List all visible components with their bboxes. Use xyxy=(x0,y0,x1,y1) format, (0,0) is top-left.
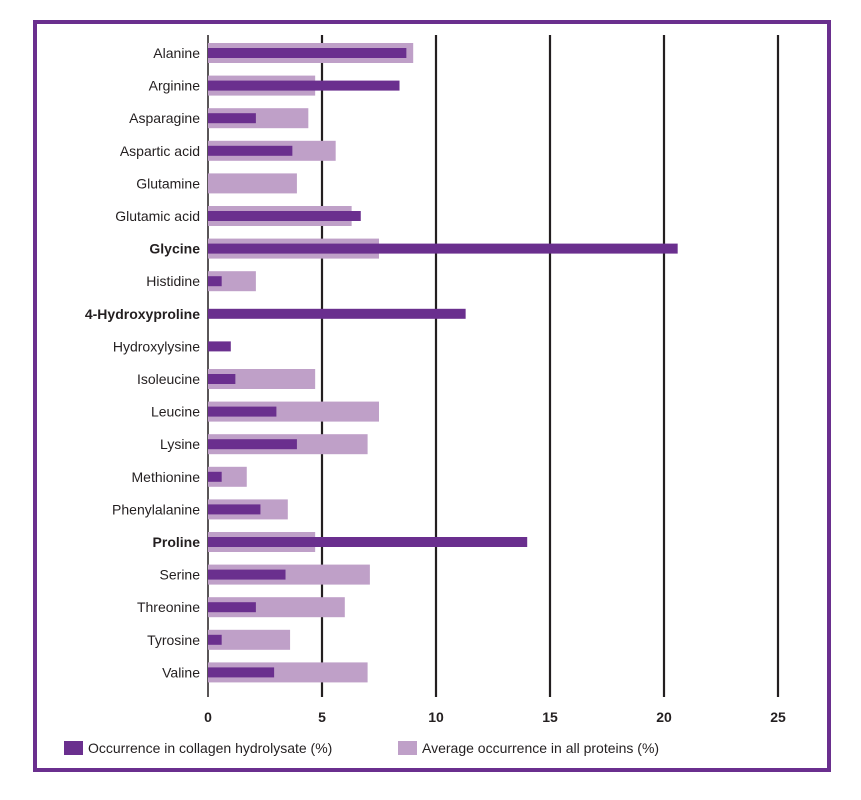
category-label-19: Valine xyxy=(162,664,200,680)
bar-collagen-17 xyxy=(208,602,256,613)
bar-collagen-18 xyxy=(208,634,222,645)
bar-collagen-14 xyxy=(208,504,261,515)
legend-label-1: Average occurrence in all proteins (%) xyxy=(422,740,659,756)
bar-collagen-8 xyxy=(208,308,466,319)
category-label-12: Lysine xyxy=(160,436,200,452)
bar-collagen-5 xyxy=(208,211,361,221)
x-tick-label-0: 0 xyxy=(204,709,212,725)
category-label-2: Asparagine xyxy=(129,110,200,126)
x-tick-label-5: 5 xyxy=(318,709,326,725)
bar-average-18 xyxy=(208,629,291,650)
category-label-10: Isoleucine xyxy=(137,371,200,387)
bar-average-4 xyxy=(208,173,297,194)
category-label-0: Alanine xyxy=(153,45,200,61)
legend-swatch-0 xyxy=(64,741,83,755)
category-label-5: Glutamic acid xyxy=(115,208,200,224)
bar-collagen-0 xyxy=(208,48,407,58)
x-tick-label-10: 10 xyxy=(428,709,444,725)
category-label-17: Threonine xyxy=(137,599,200,615)
category-label-13: Methionine xyxy=(132,469,201,485)
category-label-1: Arginine xyxy=(149,78,201,94)
legend: Occurrence in collagen hydrolysate (%) Av… xyxy=(64,740,659,756)
category-label-7: Histidine xyxy=(146,273,200,289)
bar-collagen-19 xyxy=(208,667,275,678)
chart-frame xyxy=(33,20,831,772)
x-tick-label-20: 20 xyxy=(656,709,672,725)
bar-collagen-7 xyxy=(208,276,222,287)
bar-collagen-9 xyxy=(208,341,231,352)
bars xyxy=(208,43,678,683)
category-label-4: Glutamine xyxy=(136,175,200,191)
bar-collagen-13 xyxy=(208,471,222,482)
category-label-3: Aspartic acid xyxy=(120,143,200,159)
legend-swatch-1 xyxy=(398,741,417,755)
bar-collagen-12 xyxy=(208,439,297,450)
category-label-6: Glycine xyxy=(149,241,200,257)
x-tick-label-25: 25 xyxy=(770,709,786,725)
legend-label-0: Occurrence in collagen hydrolysate (%) xyxy=(88,740,332,756)
bar-collagen-3 xyxy=(208,145,293,156)
x-tick-label-15: 15 xyxy=(542,709,558,725)
bar-collagen-1 xyxy=(208,80,400,91)
x-tick-labels: 0 5 10 15 20 25 xyxy=(204,709,786,725)
bar-collagen-15 xyxy=(208,537,528,547)
category-labels: Alanine Arginine Asparagine Aspartic acid Gl… xyxy=(85,45,200,680)
bar-collagen-2 xyxy=(208,113,256,124)
category-label-8: 4-Hydroxyproline xyxy=(85,306,200,322)
category-label-18: Tyrosine xyxy=(147,632,200,648)
bar-collagen-11 xyxy=(208,406,277,417)
category-label-14: Phenylalanine xyxy=(112,501,200,517)
category-label-9: Hydroxylysine xyxy=(113,338,200,354)
category-label-15: Proline xyxy=(153,534,201,550)
bar-collagen-16 xyxy=(208,569,286,580)
category-label-16: Serine xyxy=(160,567,201,583)
bar-collagen-6 xyxy=(208,243,678,254)
category-label-11: Leucine xyxy=(151,404,200,420)
bar-collagen-10 xyxy=(208,374,236,384)
